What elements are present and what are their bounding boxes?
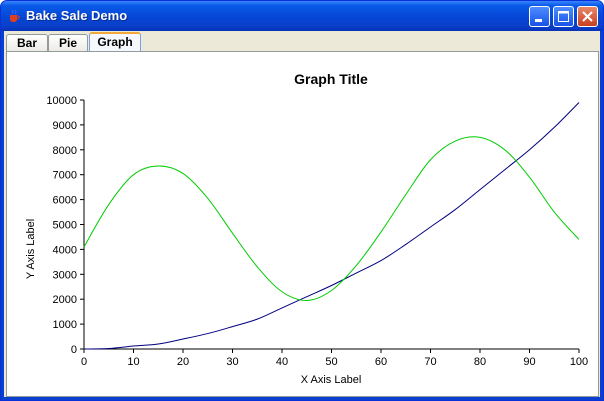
minimize-icon	[535, 19, 542, 22]
x-tick-label: 40	[276, 356, 288, 368]
title-bar[interactable]: Bake Sale Demo	[1, 1, 603, 31]
y-tick-label: 2000	[53, 294, 77, 306]
y-tick-label: 5000	[53, 220, 77, 232]
close-button[interactable]	[577, 6, 598, 27]
x-tick-label: 20	[177, 356, 189, 368]
x-tick-label: 0	[81, 356, 87, 368]
series-line-2	[83, 136, 580, 301]
minimize-button[interactable]	[529, 6, 550, 27]
tab-graph[interactable]: Graph	[89, 32, 141, 52]
y-tick-label: 10000	[46, 95, 77, 107]
y-tick-label: 8000	[53, 145, 77, 157]
java-cup-icon	[10, 9, 20, 22]
y-tick-label: 3000	[53, 269, 77, 281]
y-tick-label: 4000	[53, 244, 77, 256]
window-title: Bake Sale Demo	[26, 8, 128, 23]
y-axis-label: Y Axis Label	[25, 219, 37, 279]
x-axis-label: X Axis Label	[301, 374, 362, 386]
maximize-button[interactable]	[553, 6, 574, 27]
graph-panel: Graph Title X Axis Label Y Axis Label 0 1…	[6, 51, 599, 397]
tab-bar: Bar Pie Graph	[4, 31, 600, 53]
x-tick-label: 30	[226, 356, 238, 368]
window-bottom-border	[1, 397, 603, 400]
y-tick-label: 1000	[53, 319, 77, 331]
x-tick-label: 10	[127, 356, 139, 368]
x-tick-label: 90	[523, 356, 535, 368]
x-tick-label: 100	[570, 356, 588, 368]
close-icon	[582, 11, 593, 22]
y-tick-label: 6000	[53, 195, 77, 207]
x-tick-label: 60	[375, 356, 387, 368]
window-content: Bar Pie Graph Graph Title X Axis Label Y…	[4, 31, 600, 397]
x-tick-label: 70	[424, 356, 436, 368]
x-tick-label: 50	[325, 356, 337, 368]
y-tick-label: 0	[71, 344, 77, 356]
line-chart: Graph Title X Axis Label Y Axis Label 0 1…	[25, 71, 588, 386]
chart-title: Graph Title	[294, 71, 368, 87]
tab-pie-chart[interactable]: Pie	[48, 34, 88, 51]
x-tick-label: 80	[474, 356, 486, 368]
axes: 0 10 20 30 40 50 60 70 80 90 100010002000300040005…	[46, 95, 588, 368]
series-layer	[83, 102, 580, 350]
y-tick-label: 9000	[53, 120, 77, 132]
series-line-1	[83, 102, 580, 350]
maximize-icon	[558, 11, 569, 22]
y-tick-label: 7000	[53, 170, 77, 182]
tab-bar-chart[interactable]: Bar	[6, 34, 48, 51]
